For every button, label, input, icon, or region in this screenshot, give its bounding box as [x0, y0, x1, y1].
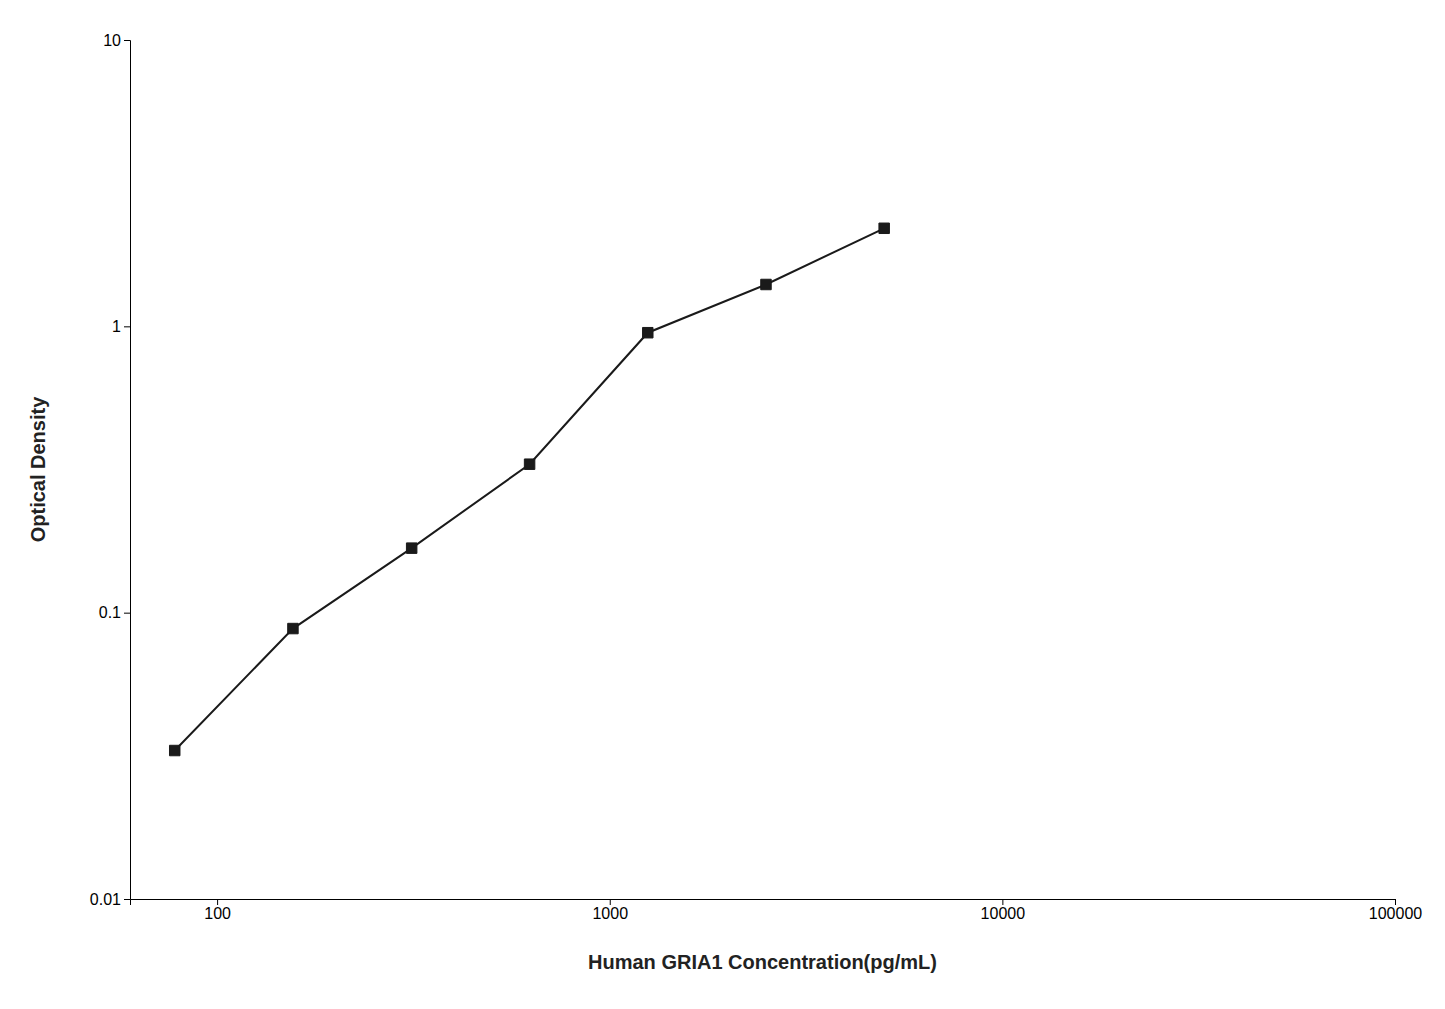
data-point	[524, 459, 534, 469]
data-point	[761, 279, 771, 289]
y-axis: 0.01 0.1 1 10	[90, 32, 131, 908]
y-tick-label: 0.1	[99, 604, 121, 621]
x-tick-label: 10000	[981, 905, 1026, 922]
y-tick-label: 0.01	[90, 891, 121, 908]
data-point	[406, 543, 416, 553]
y-tick: 0.01	[90, 891, 130, 908]
x-tick-label: 1000	[592, 905, 628, 922]
y-tick-mark	[124, 613, 130, 614]
data-point	[169, 745, 179, 755]
x-tick: 100	[204, 899, 231, 922]
x-axis: 100 1000 10000 100000	[131, 899, 1423, 922]
x-tick-mark	[610, 899, 611, 905]
marks	[169, 223, 889, 756]
plot: 100 1000 10000 100000 0.01 0.1 1 10 Human GRIA1 …	[27, 32, 1422, 973]
x-tick-label: 100000	[1369, 905, 1422, 922]
y-tick-label: 1	[112, 318, 121, 335]
x-tick-mark	[1002, 899, 1003, 905]
x-axis-title: Human GRIA1 Concentration(pg/mL)	[588, 951, 937, 973]
x-tick: 1000	[592, 899, 628, 922]
data-line	[175, 228, 884, 750]
data-point	[643, 327, 653, 337]
y-tick-label: 10	[103, 32, 121, 49]
data-point	[879, 223, 889, 233]
y-axis-line	[124, 41, 131, 900]
x-tick: 10000	[981, 899, 1026, 922]
x-tick-mark	[1395, 899, 1396, 905]
y-tick-mark	[124, 899, 130, 900]
y-axis-title: Optical Density	[27, 396, 49, 542]
x-axis-line	[131, 900, 1396, 906]
y-tick: 10	[103, 32, 130, 49]
x-tick: 100000	[1369, 899, 1422, 922]
y-tick-mark	[124, 40, 130, 41]
chart: 100 1000 10000 100000 0.01 0.1 1 10 Human GRIA1 …	[0, 0, 1445, 1009]
x-tick-label: 100	[204, 905, 231, 922]
y-tick-mark	[124, 326, 130, 327]
y-tick: 0.1	[99, 604, 130, 621]
y-tick: 1	[112, 318, 130, 335]
x-tick-mark	[217, 899, 218, 905]
data-point	[288, 623, 298, 633]
